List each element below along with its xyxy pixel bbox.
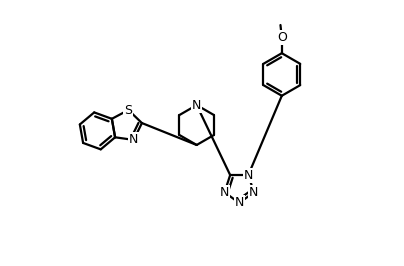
Text: N: N [192, 99, 201, 111]
Text: O: O [277, 31, 287, 44]
Text: N: N [244, 169, 253, 182]
Text: N: N [249, 186, 259, 199]
Text: N: N [235, 197, 244, 209]
Text: N: N [220, 186, 229, 199]
Text: S: S [124, 103, 133, 117]
Text: N: N [129, 134, 139, 146]
